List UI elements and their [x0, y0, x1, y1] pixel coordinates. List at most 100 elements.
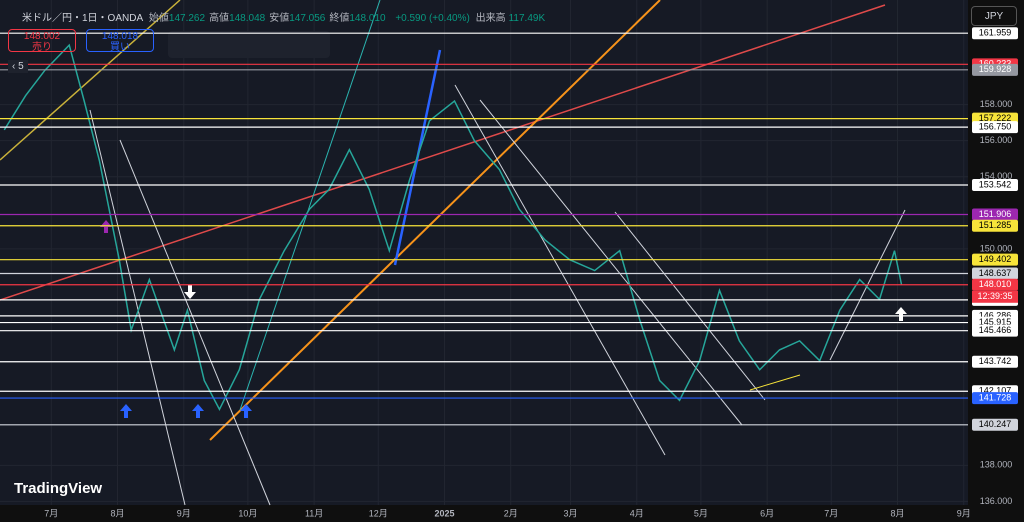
x-tick-label: 4月	[630, 508, 644, 518]
level-tag	[972, 324, 1018, 337]
level-tag	[972, 267, 1018, 280]
y-tick-label: 158.000	[980, 99, 1013, 109]
channel-line	[479, 99, 743, 426]
level-tag	[972, 278, 1018, 291]
x-tick-label: 12月	[369, 508, 388, 518]
ohlc-value: 148.010	[349, 13, 386, 24]
arrow-up	[100, 220, 112, 233]
level-label: 156.750	[979, 122, 1012, 132]
channel-line	[89, 109, 186, 506]
x-tick-label: 5月	[694, 508, 708, 518]
x-tick-label: 8月	[111, 508, 125, 518]
trend-line	[239, 0, 381, 411]
buy-label: 買い	[110, 42, 130, 53]
level-label: 157.222	[979, 113, 1012, 123]
x-tick-label: 7月	[44, 508, 58, 518]
arrow-down	[184, 285, 196, 299]
y-tick-label: 154.000	[980, 171, 1013, 181]
markers	[100, 220, 907, 418]
x-tick-label: 3月	[564, 508, 578, 518]
countdown-tag	[972, 290, 1018, 303]
x-tick-label: 2025	[434, 508, 454, 518]
symbol: 米ドル／円・1日・OANDA	[22, 13, 144, 24]
level-tag	[972, 392, 1018, 405]
x-tick-label: 9月	[177, 508, 191, 518]
volume-label: 出来高	[475, 13, 506, 24]
level-label: 151.285	[979, 220, 1012, 230]
y-tick-label: 156.000	[980, 135, 1013, 145]
ohlc-value: 147.056	[289, 13, 326, 24]
level-label: 160.233	[979, 59, 1012, 69]
level-label: 142.107	[979, 386, 1012, 396]
y-tick-label: 138.000	[980, 460, 1013, 470]
ohlc-value: 147.262	[168, 13, 206, 24]
x-tick-label: 2月	[504, 508, 518, 518]
trend-line	[0, 4, 886, 301]
interval-collapse[interactable]: ‹ 5	[8, 60, 28, 73]
ohlc-label: 高値	[209, 13, 230, 24]
change: +0.590 (+0.40%)	[395, 13, 470, 24]
buy-button[interactable]: 148.018 買い	[86, 29, 154, 53]
ohlc: 始値147.262 高値148.048 安値147.056 終値148.010	[149, 13, 390, 24]
level-tag	[972, 253, 1018, 266]
level-label: 146.286	[979, 310, 1012, 320]
countdown: 12:39:35	[977, 291, 1012, 301]
price-line	[3, 43, 903, 412]
sell-label: 売り	[32, 42, 52, 53]
ohlc-label: 安値	[269, 13, 290, 24]
ohlc-value: 148.048	[229, 13, 266, 24]
channel-line	[614, 211, 766, 401]
sell-button[interactable]: 148.002 売り	[8, 29, 76, 53]
level-tag	[972, 219, 1018, 232]
trend-line	[0, 0, 181, 161]
x-tick-label: 6月	[760, 508, 774, 518]
level-label: 161.959	[979, 28, 1012, 38]
level-label: 148.010	[979, 279, 1012, 289]
interval-count: 5	[18, 61, 24, 72]
y-tick-label: 150.000	[980, 243, 1013, 253]
y-tick-label: 136.000	[980, 496, 1013, 506]
x-tick-label: 10月	[238, 508, 257, 518]
level-label: 159.928	[979, 64, 1012, 74]
level-label: 143.742	[979, 356, 1012, 366]
level-label: 153.542	[979, 179, 1012, 189]
ohlc-label: 終値	[329, 13, 350, 24]
level-tag	[972, 179, 1018, 192]
arrow-up	[895, 307, 907, 321]
level-label: 141.728	[979, 392, 1012, 402]
level-tag	[972, 63, 1018, 76]
trend-line	[749, 374, 801, 391]
drawing-toolbar[interactable]	[168, 31, 330, 58]
symbol-info: 米ドル／円・1日・OANDA 始値147.262 高値148.048 安値147.0…	[22, 9, 548, 24]
arrow-up	[240, 404, 252, 418]
volume: 117.49K	[508, 13, 546, 24]
trend-line	[209, 0, 661, 441]
level-tag	[972, 355, 1018, 368]
level-tag	[972, 27, 1018, 40]
currency-button[interactable]: JPY	[971, 6, 1017, 26]
level-label: 145.915	[979, 317, 1012, 327]
plot-bg	[0, 0, 968, 505]
buy-price: 148.018	[101, 31, 139, 42]
arrow-up	[192, 404, 204, 418]
level-label: 145.466	[979, 325, 1012, 335]
x-tick-label: 8月	[890, 508, 904, 518]
level-label: 151.906	[979, 209, 1012, 219]
drawings	[0, 0, 906, 506]
level-label: 148.637	[979, 268, 1012, 278]
channel-line	[454, 84, 666, 456]
level-label: 149.402	[979, 254, 1012, 264]
logo: TradingView	[14, 480, 102, 497]
x-tick-label: 9月	[957, 508, 971, 518]
level-tag	[972, 208, 1018, 221]
arrow-up	[120, 404, 132, 418]
x-tick-label: 7月	[824, 508, 838, 518]
x-tick-label: 11月	[305, 508, 323, 518]
level-label: 140.247	[979, 419, 1012, 429]
level-tag	[972, 121, 1018, 134]
ohlc-label: 始値	[148, 13, 169, 24]
sell-price: 148.002	[23, 31, 61, 42]
level-tag	[972, 418, 1018, 431]
